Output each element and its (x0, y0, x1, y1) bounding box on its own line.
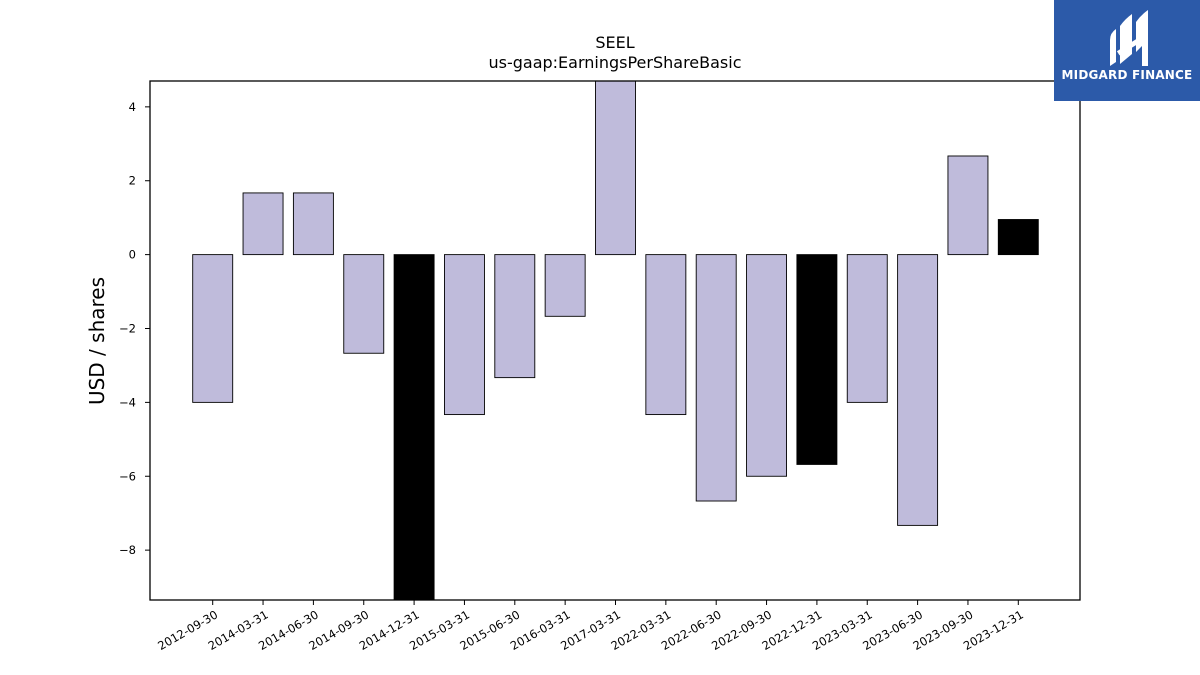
y-tick-label: 4 (129, 100, 136, 114)
bar-2014-06-30 (292, 192, 334, 256)
bar-2015-03-31 (444, 254, 485, 416)
y-tick-label: 0 (129, 248, 136, 262)
bar-2022-03-31 (645, 254, 687, 416)
y-ticks: −8 −6 −4 −2 0 2 4 (119, 100, 150, 557)
y-tick-label: −4 (119, 395, 136, 409)
bar-2022-09-30 (746, 254, 787, 477)
bar-2022-12-31 (796, 254, 838, 465)
bar-2023-03-31 (846, 254, 888, 403)
bars (192, 80, 1039, 601)
logo-text: MIDGARD FINANCE (1061, 68, 1193, 82)
y-tick-label: 2 (129, 174, 136, 188)
logo-mark-icon (1110, 10, 1148, 66)
plot-frame (149, 80, 1081, 601)
y-tick-label: −8 (119, 543, 136, 557)
bar-2015-06-30 (494, 254, 536, 379)
bar-2014-09-30 (343, 254, 385, 354)
chart-title: SEEL (595, 33, 634, 52)
chart-subtitle: us-gaap:EarningsPerShareBasic (488, 53, 741, 72)
logo: MIDGARD FINANCE (1054, 0, 1200, 101)
bar-2022-06-30 (695, 254, 737, 502)
bar-2012-09-30 (192, 254, 234, 403)
bar-2016-03-31 (544, 254, 586, 317)
bar-2014-03-31 (242, 192, 284, 256)
bar-2017-03-31 (595, 80, 636, 256)
y-tick-label: −2 (119, 321, 136, 335)
bar-2014-12-31 (393, 254, 435, 601)
bar-2023-06-30 (897, 254, 939, 526)
bar-2023-12-31 (997, 219, 1039, 256)
y-axis-label: USD / shares (85, 277, 109, 405)
x-ticks: 2012-09-302014-03-312014-06-302014-09-30… (155, 600, 1026, 653)
y-tick-label: −6 (119, 469, 136, 483)
bar-2023-09-30 (947, 155, 989, 256)
